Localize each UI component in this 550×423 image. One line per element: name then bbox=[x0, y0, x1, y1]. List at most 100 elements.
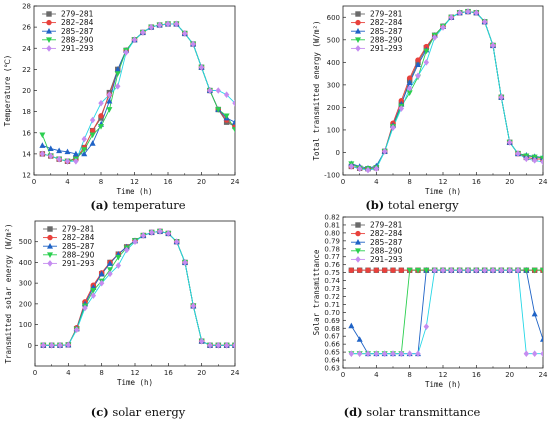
data-point bbox=[473, 9, 480, 17]
data-point bbox=[39, 142, 46, 148]
data-point bbox=[148, 23, 154, 31]
caption-d-tag: (d) bbox=[344, 405, 363, 419]
x-tick-label: 8 bbox=[407, 178, 411, 186]
caption-a-text: temperature bbox=[109, 198, 186, 212]
data-point bbox=[456, 9, 463, 17]
data-point bbox=[90, 292, 97, 299]
caption-c-text: solar energy bbox=[109, 405, 186, 419]
data-point bbox=[406, 79, 413, 86]
data-point bbox=[114, 66, 121, 72]
legend-marker bbox=[355, 45, 361, 52]
data-point bbox=[465, 266, 471, 274]
y-tick-label: 300 bbox=[327, 81, 340, 89]
data-point bbox=[381, 148, 388, 155]
legend-label: 288–290 bbox=[61, 35, 94, 44]
data-point bbox=[207, 341, 213, 349]
data-point bbox=[165, 230, 172, 237]
data-point bbox=[89, 116, 96, 124]
x-tick-label: 12 bbox=[439, 178, 448, 186]
data-point bbox=[48, 341, 55, 349]
data-point bbox=[107, 267, 113, 273]
y-tick-label: 600 bbox=[327, 14, 340, 22]
data-point bbox=[48, 152, 54, 160]
legend-label: 285–287 bbox=[370, 238, 403, 247]
data-point bbox=[132, 238, 138, 246]
y-tick-label: 0 bbox=[336, 149, 340, 157]
legend-marker bbox=[355, 248, 361, 254]
data-point bbox=[182, 30, 188, 37]
data-point bbox=[423, 43, 430, 50]
data-point bbox=[98, 124, 104, 130]
x-axis-label: Time (h) bbox=[117, 378, 153, 387]
legend-label: 285–287 bbox=[61, 27, 94, 36]
legend-label: 288–290 bbox=[370, 246, 403, 255]
x-tick-label: 4 bbox=[374, 178, 379, 186]
data-point bbox=[390, 267, 396, 273]
data-point bbox=[115, 254, 122, 261]
legend-label: 282–284 bbox=[62, 233, 95, 242]
series-markers-285–287 bbox=[348, 267, 543, 357]
data-point bbox=[182, 259, 188, 266]
data-point bbox=[131, 36, 138, 44]
data-point bbox=[406, 75, 413, 81]
legend-label: 279–281 bbox=[62, 225, 95, 234]
data-point bbox=[215, 107, 222, 113]
data-point bbox=[140, 232, 147, 239]
data-point bbox=[47, 145, 54, 151]
x-tick-label: 20 bbox=[197, 369, 206, 377]
data-point bbox=[98, 99, 104, 107]
y-tick-label: 0.64 bbox=[324, 357, 340, 365]
x-tick-label: 4 bbox=[374, 371, 379, 379]
y-tick-label: 100 bbox=[327, 126, 340, 134]
x-tick-label: 24 bbox=[539, 371, 548, 379]
data-point bbox=[398, 97, 405, 104]
data-point bbox=[381, 267, 388, 273]
legend-marker bbox=[46, 45, 52, 52]
data-point bbox=[39, 132, 46, 139]
y-tick-label: 0.75 bbox=[324, 269, 340, 277]
legend-marker bbox=[355, 19, 361, 26]
x-tick-label: 4 bbox=[65, 178, 70, 186]
y-axis-label: Temperature (℃) bbox=[3, 55, 12, 127]
y-tick-label: 0.73 bbox=[324, 285, 340, 293]
y-tick-label: 300 bbox=[19, 280, 32, 288]
data-point bbox=[490, 266, 496, 274]
data-point bbox=[348, 267, 355, 273]
legend-label: 282–284 bbox=[370, 18, 403, 27]
data-point bbox=[540, 267, 543, 274]
data-point bbox=[531, 350, 538, 357]
legend-label: 279–281 bbox=[370, 10, 403, 19]
data-point bbox=[473, 266, 480, 274]
data-point bbox=[232, 341, 235, 349]
x-tick-label: 4 bbox=[66, 369, 71, 377]
caption-d-text: solar transmittance bbox=[363, 405, 481, 419]
data-point bbox=[223, 91, 230, 99]
data-point bbox=[373, 350, 380, 357]
data-point bbox=[398, 267, 405, 273]
data-point bbox=[198, 63, 205, 71]
data-point bbox=[114, 71, 121, 77]
data-point bbox=[398, 350, 405, 357]
legend-label: 279–281 bbox=[61, 10, 94, 19]
data-point bbox=[73, 157, 79, 165]
legend-label: 291–293 bbox=[62, 259, 95, 268]
series-markers-291–293 bbox=[348, 266, 543, 357]
y-tick-label: 20 bbox=[22, 87, 31, 95]
data-point bbox=[481, 18, 488, 26]
y-tick-label: 200 bbox=[327, 104, 340, 112]
data-point bbox=[207, 87, 213, 94]
data-point bbox=[498, 93, 505, 101]
data-point bbox=[415, 57, 421, 63]
x-tick-label: 20 bbox=[197, 178, 206, 186]
x-tick-label: 24 bbox=[231, 178, 240, 186]
y-tick-label: 0.81 bbox=[324, 221, 340, 229]
y-tick-label: 400 bbox=[19, 259, 32, 267]
legend-marker bbox=[47, 252, 53, 258]
series-markers-288–290 bbox=[348, 267, 543, 357]
data-point bbox=[72, 150, 79, 157]
y-tick-label: 24 bbox=[22, 45, 31, 53]
caption-c-tag: (c) bbox=[91, 405, 109, 419]
data-point bbox=[89, 140, 96, 146]
data-point bbox=[215, 341, 222, 349]
data-point bbox=[390, 124, 396, 131]
